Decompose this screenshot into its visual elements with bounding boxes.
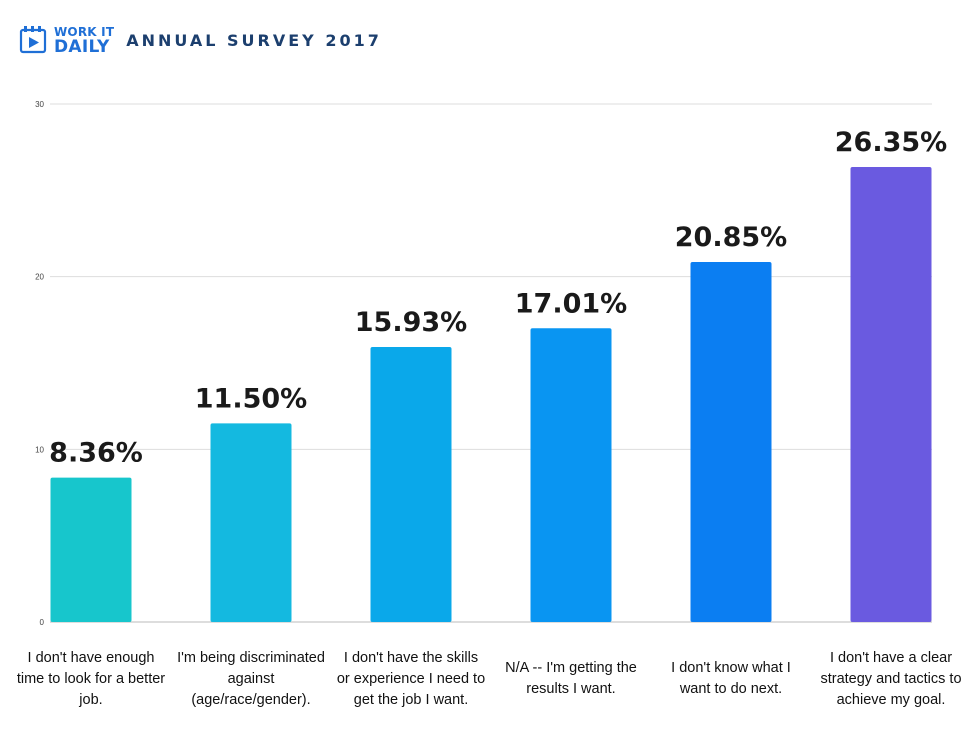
header: WORK IT DAILY ANNUAL SURVEY 2017: [18, 20, 382, 60]
category-label: I don't have a clear strategy and tactic…: [820, 649, 962, 708]
bar: [530, 328, 612, 622]
logo-text-line1: WORK IT: [54, 25, 115, 39]
bar-value-label: 15.93%: [355, 307, 467, 338]
category-label: I don't have the skills or experience I …: [336, 649, 486, 708]
bar: [370, 346, 452, 622]
y-tick-label: 10: [35, 445, 44, 454]
bar: [50, 477, 132, 622]
bar: [850, 167, 932, 623]
work-it-daily-logo: WORK IT DAILY: [18, 24, 114, 56]
category-label: I don't know what I want to do next.: [671, 660, 791, 697]
y-tick-label: 30: [35, 100, 44, 109]
bar: [210, 423, 292, 622]
bar-value-label: 17.01%: [515, 288, 627, 319]
y-tick-label: 20: [35, 273, 44, 282]
bar-value-label: 11.50%: [195, 383, 307, 414]
bar-value-label: 20.85%: [675, 222, 787, 253]
calendar-play-icon: [19, 26, 47, 54]
category-label: I don't have enough time to look for a b…: [16, 649, 166, 708]
category-label: I'm being discriminated against (age/rac…: [177, 649, 325, 708]
category-label: N/A -- I'm getting the results I want.: [505, 660, 637, 697]
y-tick-label: 0: [40, 618, 45, 627]
survey-title: ANNUAL SURVEY 2017: [126, 30, 382, 50]
bar: [690, 261, 772, 622]
logo-text-line2: DAILY: [54, 37, 110, 57]
bar-value-label: 8.36%: [49, 438, 143, 469]
bar-value-label: 26.35%: [835, 127, 947, 158]
